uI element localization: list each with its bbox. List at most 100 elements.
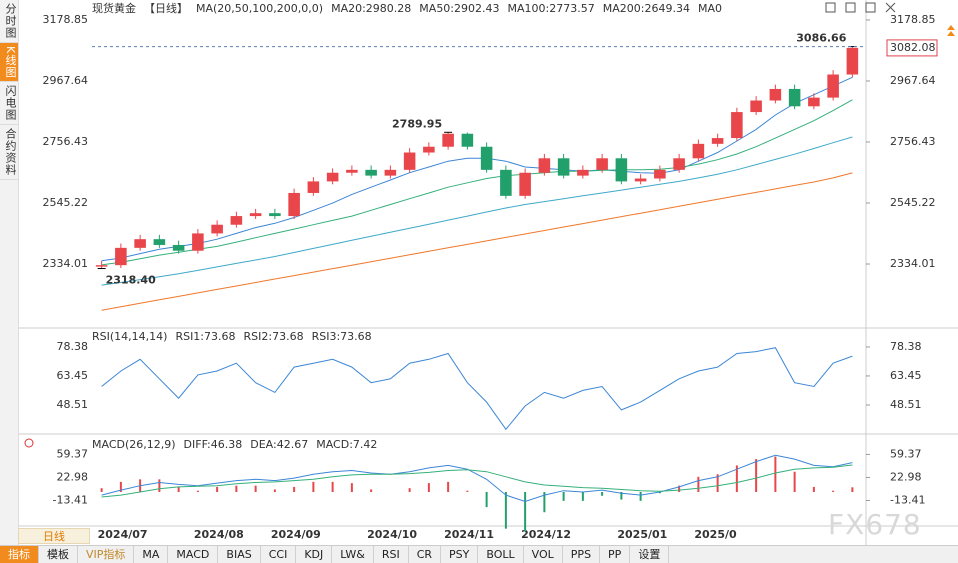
- background: [19, 0, 958, 545]
- toolbar-tab[interactable]: PP: [600, 546, 631, 563]
- legend-label: 【日线】: [144, 1, 188, 15]
- candle-body: [442, 133, 454, 147]
- candle-body: [500, 169, 512, 196]
- x-tick-label: 2024/08: [194, 528, 244, 541]
- y-tick-label: 2756.43: [890, 135, 936, 148]
- line-series: [101, 172, 853, 311]
- y-tick-label: 78.38: [890, 340, 922, 353]
- side-tab[interactable]: 闪电图: [0, 82, 18, 126]
- y-tick-label: 2334.01: [890, 257, 936, 270]
- candle-body: [230, 216, 243, 225]
- y-tick-label: 3178.85: [890, 13, 936, 26]
- candle-body: [519, 172, 531, 196]
- legend-label: MA(20,50,100,200,0,0): [196, 2, 323, 15]
- close-icon[interactable]: [885, 2, 896, 13]
- candle-body: [95, 265, 108, 267]
- candle-body: [249, 213, 262, 217]
- x-tick-label: 2024/09: [271, 528, 321, 541]
- y-tick-label-left: 2545.22: [43, 196, 89, 209]
- y-tick-label-left: 22.98: [57, 470, 89, 483]
- candle-body: [750, 100, 762, 113]
- y-tick-label-left: 3178.85: [43, 13, 89, 26]
- toolbar-tab[interactable]: MACD: [168, 546, 219, 563]
- x-tick-label: 2024/11: [444, 528, 494, 541]
- candle-body: [769, 88, 782, 101]
- toolbar-tab[interactable]: VOL: [524, 546, 563, 563]
- x-tick-label: 2024/10: [367, 528, 417, 541]
- candle-body: [634, 178, 647, 182]
- y-tick-label: 48.51: [890, 398, 922, 411]
- toolbar-tab[interactable]: KDJ: [296, 546, 333, 563]
- side-tab[interactable]: 合约资料: [0, 125, 18, 181]
- line-series: [101, 76, 853, 262]
- candle-body: [596, 158, 608, 170]
- candle-body: [384, 169, 397, 176]
- toolbar-tab[interactable]: PSY: [441, 546, 479, 563]
- y-tick-label: 2545.22: [890, 196, 936, 209]
- icon[interactable]: [865, 2, 876, 13]
- side-tab[interactable]: 分时图: [0, 0, 18, 43]
- candle-body: [365, 169, 377, 176]
- toolbar-icons: [825, 2, 896, 13]
- candle-body: [557, 158, 570, 176]
- toolbar-tab[interactable]: BOLL: [478, 546, 524, 563]
- toolbar-tab[interactable]: PPS: [563, 546, 601, 563]
- y-tick-label: 63.45: [890, 369, 922, 382]
- toolbar-tab[interactable]: BIAS: [218, 546, 261, 563]
- annotation: 2789.95: [392, 117, 442, 130]
- legend-label: MA100:2773.57: [508, 2, 595, 15]
- candle-body: [788, 88, 801, 107]
- last-price-label: 3082.08: [890, 41, 936, 54]
- chart: 现货黄金 【日线】 MA(20,50,100,200,0,0) MA20:2980.2…: [19, 0, 958, 545]
- side-tab[interactable]: K线图: [0, 43, 18, 83]
- candle-body: [153, 239, 166, 245]
- candle-body: [615, 158, 628, 182]
- toolbar-tab[interactable]: MA: [134, 546, 169, 563]
- annotation: 3086.66: [796, 32, 846, 45]
- candle-body: [115, 247, 127, 266]
- toolbar-tab[interactable]: 指标: [0, 546, 39, 563]
- y-tick-label: -13.41: [890, 493, 925, 506]
- candle-body: [654, 169, 666, 179]
- y-tick-label: 22.98: [890, 470, 922, 483]
- legend-label: MA0: [698, 2, 722, 15]
- legend-label: MA20:2980.28: [331, 2, 411, 15]
- legend-label: RSI(14,14,14): [92, 330, 167, 343]
- footer-toolbar: 指标 模板 VIP指标 MA MACD BIAS CCI KDJ LW& RSI CR PSY BOLL…: [0, 545, 958, 563]
- toolbar-tab[interactable]: VIP指标: [78, 546, 135, 563]
- y-tick-label-left: 2756.43: [43, 135, 89, 148]
- x-tick-label: 2025/01: [617, 528, 667, 541]
- legend-label: DEA:42.67: [250, 438, 308, 451]
- candle-body: [288, 192, 300, 217]
- y-tick-label: 59.37: [890, 447, 922, 460]
- toolbar-tab[interactable]: LW&: [332, 546, 374, 563]
- icon[interactable]: [825, 2, 836, 13]
- candle-body: [423, 146, 435, 153]
- candle-body: [172, 244, 185, 251]
- toolbar-tab[interactable]: RSI: [374, 546, 409, 563]
- icon[interactable]: [845, 2, 856, 13]
- y-tick-label-left: 63.45: [57, 369, 89, 382]
- legend-label: MACD:7.42: [316, 438, 377, 451]
- y-tick-label-left: 78.38: [57, 340, 89, 353]
- x-tick-label: 2025/0: [694, 528, 737, 541]
- line-series: [101, 136, 853, 286]
- candle-body: [538, 158, 551, 173]
- candle-body: [711, 138, 724, 144]
- candle-body: [480, 146, 493, 170]
- toolbar-tab[interactable]: 设置: [630, 546, 670, 563]
- candle-body: [461, 133, 474, 147]
- toolbar-tab[interactable]: CCI: [261, 546, 297, 563]
- candle-body: [211, 224, 223, 234]
- candle-body: [808, 97, 820, 107]
- candle-body: [134, 239, 146, 248]
- scroll-arrow[interactable]: [947, 25, 955, 36]
- legend-label: DIFF:46.38: [184, 438, 243, 451]
- candle-body: [692, 143, 705, 159]
- line-series: [101, 347, 853, 431]
- settings-icon[interactable]: [24, 438, 34, 448]
- toolbar-tab[interactable]: CR: [409, 546, 442, 563]
- period-button[interactable]: 日线: [18, 528, 90, 544]
- toolbar-tab[interactable]: 模板: [39, 546, 78, 563]
